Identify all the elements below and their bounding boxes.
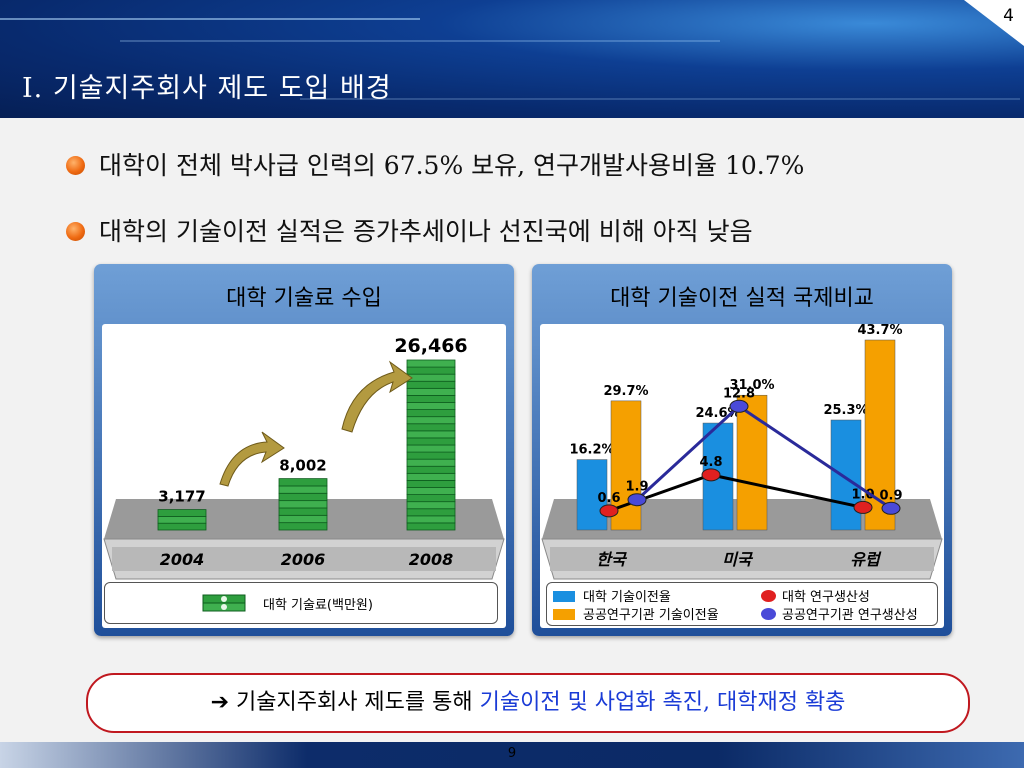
decor-streak — [300, 98, 1020, 100]
x-tick-label: 2008 — [409, 550, 454, 569]
legend-item-public-productivity: 공공연구기관 연구생산성 — [761, 604, 918, 623]
right-chart-title: 대학 기술이전 실적 국제비교 — [610, 286, 874, 311]
right-legend: 대학 기술이전율 대학 연구생산성 공공연구기관 기술이전율 공공연구기관 연구… — [546, 582, 938, 626]
x-tick-label: 2006 — [281, 550, 326, 569]
page-title: Ⅰ. 기술지주회사 제도 도입 배경 — [22, 73, 392, 104]
legend-item-univ-transfer: 대학 기술이전율 — [553, 586, 671, 605]
growth-arrow-icon — [219, 431, 285, 487]
bar-value-label: 24.6% — [695, 406, 740, 421]
x-tick-label: 미국 — [722, 550, 754, 569]
bar-value-label: 16.2% — [569, 443, 614, 458]
arrow-icon: ➔ — [210, 690, 229, 715]
conclusion-box: ➔ 기술지주회사 제도를 통해 기술이전 및 사업화 촉진, 대학재정 확충 — [86, 673, 970, 733]
line-value-label: 1.0 — [851, 487, 874, 502]
left-legend: 대학 기술료(백만원) — [104, 582, 498, 624]
pedestal-label-band — [112, 547, 496, 571]
right-chart-svg: 한국 미국 유럽 16.2% 24.6% 25.3% 29.7% 31.0% 43.7% 0.6 4… — [541, 324, 943, 580]
page-number-top: 4 — [1003, 6, 1014, 26]
legend-item-univ-productivity: 대학 연구생산성 — [761, 586, 870, 605]
x-tick-label: 2004 — [160, 550, 205, 569]
bar — [576, 459, 608, 531]
line-point — [853, 500, 873, 514]
right-chart-panel: 대학 기술이전 실적 국제비교 한국 미국 유럽 16.2% 24.6% 25.3% 29.… — [532, 264, 952, 636]
bullet-2: 대학의 기술이전 실적은 증가추세이나 선진국에 비해 아직 낮음 — [66, 212, 753, 248]
red-dot-icon — [761, 590, 776, 602]
pedestal-label-band — [550, 547, 934, 571]
blue-bar-icon — [553, 591, 575, 602]
bullet-dot-icon — [66, 156, 85, 175]
legend-label: 공공연구기관 연구생산성 — [782, 608, 918, 623]
bar-value-label: 8,002 — [279, 457, 326, 475]
bar-money-stack — [157, 509, 207, 531]
legend-item-public-transfer: 공공연구기관 기술이전율 — [553, 604, 719, 623]
header-banner: Ⅰ. 기술지주회사 제도 도입 배경 — [0, 0, 1024, 118]
legend-label: 대학 기술이전율 — [583, 590, 671, 605]
legend-label: 대학 연구생산성 — [782, 590, 870, 605]
page-number-bottom: 9 — [507, 746, 517, 761]
line-point — [599, 504, 619, 518]
decor-streak — [120, 40, 720, 42]
decor-streak — [0, 18, 420, 20]
bar — [830, 419, 862, 531]
bar — [864, 339, 896, 531]
left-legend-label: 대학 기술료(백만원) — [263, 598, 373, 613]
bullet-1: 대학이 전체 박사급 인력의 67.5% 보유, 연구개발사용비율 10.7% — [66, 146, 804, 182]
left-chart-area: 2004 2006 2008 3,177 8,002 26,466 — [102, 324, 506, 628]
line-point — [881, 501, 901, 515]
bullet-dot-icon — [66, 222, 85, 241]
right-chart-area: 한국 미국 유럽 16.2% 24.6% 25.3% 29.7% 31.0% 43.7% 0.6 4… — [540, 324, 944, 628]
line-value-label: 12.8 — [723, 386, 755, 401]
line-point — [627, 493, 647, 507]
line-value-label: 0.9 — [879, 488, 902, 503]
left-chart-svg: 2004 2006 2008 3,177 8,002 26,466 — [103, 335, 505, 580]
line-value-label: 1.9 — [625, 480, 648, 495]
bar — [736, 394, 768, 531]
bar-value-label: 26,466 — [394, 335, 467, 357]
left-chart-title: 대학 기술료 수입 — [226, 286, 382, 311]
legend-label: 공공연구기관 기술이전율 — [583, 608, 719, 623]
bar-money-stack — [278, 478, 328, 531]
x-tick-label: 유럽 — [850, 550, 882, 569]
conclusion-text: 기술지주회사 제도를 통해 — [236, 690, 480, 715]
x-tick-label: 한국 — [596, 550, 628, 569]
blue-dot-icon — [761, 608, 776, 620]
money-stack-icon — [202, 594, 246, 612]
bar-value-label: 31.0% — [729, 378, 774, 393]
line-value-label: 4.8 — [699, 455, 722, 470]
left-chart-panel: 대학 기술료 수입 2004 2006 2008 3,177 8,002 26,466 대… — [94, 264, 514, 636]
bullet-text: 대학이 전체 박사급 인력의 67.5% 보유, 연구개발사용비율 10.7% — [99, 151, 805, 180]
growth-arrow-icon — [341, 360, 413, 433]
line-value-label: 0.6 — [597, 491, 620, 506]
conclusion-highlight: 기술이전 및 사업화 촉진, 대학재정 확충 — [479, 690, 846, 715]
bar-money-stack — [406, 359, 456, 531]
line-point — [701, 468, 721, 482]
bar-value-label: 25.3% — [823, 403, 868, 418]
bar-value-label: 43.7% — [857, 324, 902, 338]
bar-value-label: 29.7% — [603, 384, 648, 399]
bullet-text: 대학의 기술이전 실적은 증가추세이나 선진국에 비해 아직 낮음 — [99, 217, 753, 246]
orange-bar-icon — [553, 609, 575, 620]
bottom-band: 9 — [0, 742, 1024, 768]
line-point — [729, 399, 749, 413]
bar-value-label: 3,177 — [158, 488, 205, 506]
